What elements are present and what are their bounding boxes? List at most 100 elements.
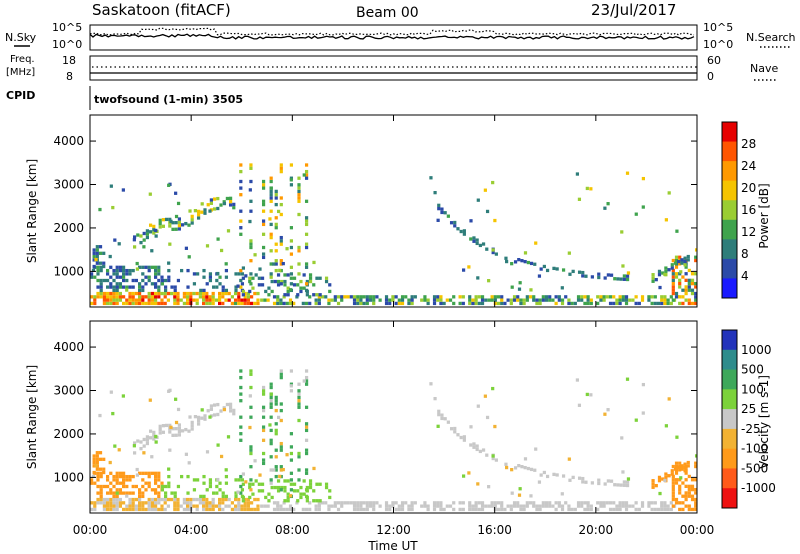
velocity-echo-cell — [208, 481, 213, 485]
velocity-echo-cell — [157, 494, 161, 499]
power-colorbar-swatch — [722, 161, 737, 182]
velocity-echo-cell — [650, 501, 654, 505]
power-echo-cell — [188, 209, 192, 213]
power-echo-cell — [199, 288, 203, 293]
velocity-echo-cell — [164, 491, 168, 495]
power-echo-cell — [279, 301, 283, 306]
velocity-echo-cell — [432, 507, 437, 512]
power-echo-cell — [93, 275, 97, 279]
power-echo-cell — [237, 295, 241, 299]
velocity-echo-cell — [226, 435, 231, 439]
power-echo-cell — [170, 285, 174, 289]
power-echo-cell — [490, 298, 494, 302]
velocity-echo-cell — [241, 499, 245, 503]
velocity-echo-cell — [249, 451, 253, 456]
power-echo-cell — [657, 269, 662, 274]
velocity-echo-cell — [125, 474, 129, 479]
velocity-echo-cell — [603, 412, 607, 416]
velocity-echo-cell — [279, 504, 283, 508]
velocity-echo-cell — [577, 403, 582, 407]
power-echo-cell — [368, 295, 373, 299]
velocity-echo-cell — [619, 483, 623, 487]
power-echo-cell — [669, 295, 673, 299]
velocity-echo-cell — [196, 478, 200, 482]
velocity-echo-cell — [234, 478, 238, 482]
power-echo-cell — [142, 238, 146, 242]
velocity-echo-cell — [112, 501, 116, 505]
power-echo-cell — [263, 298, 267, 302]
velocity-echo-cell — [491, 456, 495, 461]
power-echo-cell — [128, 291, 132, 296]
velocity-echo-cell — [112, 507, 116, 512]
velocity-echo-cell — [462, 438, 466, 442]
velocity-echo-cell — [144, 481, 148, 485]
power-echo-cell — [684, 298, 688, 302]
power-echo-cell — [118, 298, 122, 302]
velocity-echo-cell — [157, 501, 161, 505]
power-colorbar-tick: 20 — [741, 181, 756, 195]
power-echo-cell — [221, 295, 225, 299]
velocity-echo-cell — [212, 491, 216, 495]
velocity-echo-cell — [452, 501, 456, 505]
power-echo-cell — [174, 191, 178, 195]
velocity-echo-cell — [603, 482, 607, 486]
velocity-echo-cell — [484, 504, 488, 508]
velocity-echo-cell — [436, 501, 440, 505]
velocity-echo-cell — [580, 504, 584, 508]
velocity-echo-cell — [584, 480, 588, 484]
power-echo-cell — [246, 301, 250, 306]
power-echo-cell — [568, 272, 572, 276]
velocity-echo-cell — [445, 504, 449, 508]
velocity-echo-cell — [218, 481, 222, 485]
velocity-echo-cell — [260, 489, 265, 493]
velocity-echo-cell — [637, 507, 641, 512]
power-echo-cell — [534, 241, 538, 245]
velocity-echo-cell — [320, 501, 325, 505]
power-echo-cell — [102, 295, 106, 299]
velocity-echo-cell — [476, 404, 480, 408]
power-echo-cell — [276, 209, 281, 214]
velocity-echo-cell — [491, 454, 495, 458]
power-echo-cell — [92, 251, 96, 255]
power-echo-cell — [674, 295, 679, 299]
power-echo-cell — [145, 229, 149, 233]
power-echo-cell — [506, 298, 510, 302]
velocity-echo-cell — [599, 501, 603, 505]
velocity-echo-cell — [690, 507, 695, 512]
power-echo-cell — [98, 245, 103, 249]
velocity-echo-cell — [135, 473, 140, 477]
power-echo-cell — [186, 268, 190, 273]
power-echo-cell — [239, 209, 243, 213]
nave-label: Nave — [750, 62, 778, 75]
power-y-axis-label: Slant Range [km] — [25, 159, 39, 263]
velocity-echo-cell — [269, 468, 273, 472]
velocity-echo-cell — [109, 390, 113, 394]
power-echo-cell — [694, 285, 697, 289]
velocity-echo-cell — [694, 487, 697, 492]
power-echo-cell — [305, 293, 309, 297]
power-echo-cell — [663, 295, 667, 299]
power-echo-cell — [555, 267, 559, 271]
velocity-echo-cell — [205, 504, 209, 508]
velocity-echo-cell — [246, 501, 250, 505]
velocity-echo-cell — [154, 434, 158, 439]
power-echo-cell — [663, 272, 667, 277]
velocity-echo-cell — [157, 484, 161, 489]
power-echo-cell — [289, 178, 293, 182]
velocity-echo-cell — [99, 484, 103, 489]
power-echo-cell — [239, 219, 243, 223]
power-echo-cell — [202, 268, 206, 273]
power-echo-cell — [567, 301, 571, 306]
power-echo-cell — [272, 295, 277, 299]
power-echo-cell — [683, 256, 687, 260]
velocity-echo-cell — [147, 504, 151, 508]
velocity-echo-cell — [687, 484, 691, 488]
power-echo-cell — [224, 291, 228, 296]
velocity-echo-cell — [102, 507, 106, 512]
power-echo-cell — [554, 301, 558, 306]
power-colorbar-tick: 28 — [741, 137, 756, 151]
power-echo-cell — [433, 190, 437, 195]
velocity-echo-cell — [657, 475, 662, 480]
velocity-echo-cell — [261, 425, 266, 429]
velocity-echo-cell — [694, 497, 697, 502]
